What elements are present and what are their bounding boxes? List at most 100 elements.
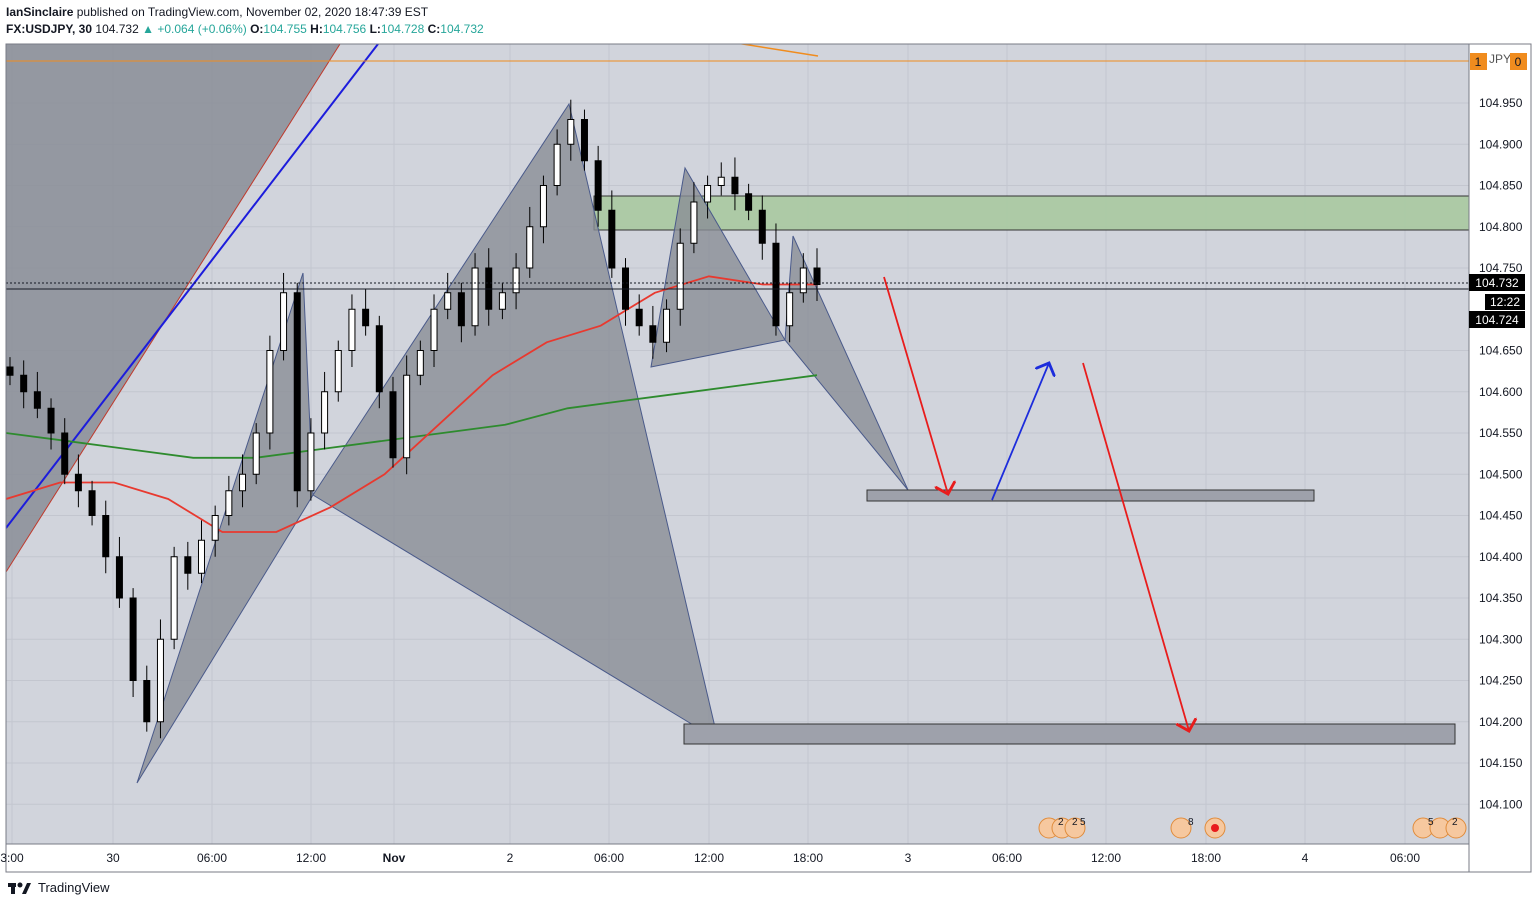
bull-candle[interactable] (567, 119, 575, 145)
bull-candle[interactable] (225, 490, 233, 516)
price-tick-label: 104.600 (1479, 385, 1523, 399)
bear-candle[interactable] (389, 391, 397, 459)
bear-candle[interactable] (813, 267, 821, 285)
supply-zone[interactable] (593, 195, 1469, 231)
time-tick-label: 12:00 (1091, 851, 1121, 865)
bear-candle[interactable] (758, 209, 766, 244)
author-name[interactable]: IanSinclaire (6, 5, 74, 19)
open-label: O: (250, 22, 264, 36)
bull-candle[interactable] (252, 432, 260, 475)
up-arrow[interactable] (991, 363, 1049, 501)
time-axis-ticks: 3:00 30 06:00 12:00 Nov 2 06:00 12:00 18:00 3 06:0… (0, 851, 1420, 865)
time-axis-area[interactable] (5, 843, 1470, 873)
bear-candle[interactable] (375, 325, 383, 393)
bear-candle[interactable] (47, 407, 55, 434)
bear-candle[interactable] (362, 308, 370, 327)
bull-candle[interactable] (512, 267, 520, 294)
pattern-small-2[interactable] (784, 235, 909, 491)
high-value: 104.756 (322, 22, 367, 36)
bear-candle[interactable] (33, 391, 41, 409)
bear-candle[interactable] (88, 490, 96, 516)
chart-canvas[interactable]: 104.950 104.900 104.850 104.800 104.750 104.6… (0, 0, 1536, 880)
tradingview-logo-icon[interactable] (8, 881, 32, 895)
bear-candle[interactable] (74, 473, 82, 492)
bull-candle[interactable] (526, 226, 534, 269)
bear-candle[interactable] (143, 680, 151, 723)
time-tick-label: 18:00 (1191, 851, 1221, 865)
price-axis-area[interactable] (1468, 43, 1532, 873)
bull-candle[interactable] (170, 556, 178, 640)
bear-candle[interactable] (731, 176, 739, 195)
high-label: H: (310, 22, 323, 36)
bull-candle[interactable] (156, 638, 164, 723)
bear-candle[interactable] (772, 242, 780, 327)
bear-candle[interactable] (745, 193, 753, 211)
bull-candle[interactable] (539, 185, 547, 228)
jp-flag-dot-icon (1211, 824, 1219, 832)
time-tick-label: Nov (383, 851, 406, 865)
bull-candle[interactable] (197, 539, 205, 574)
bear-candle[interactable] (649, 325, 657, 343)
bull-candle[interactable] (444, 292, 452, 310)
bull-candle[interactable] (690, 201, 698, 244)
economic-events[interactable]: 2 2 5 8 5 2 (1038, 817, 1467, 839)
bull-candle[interactable] (676, 242, 684, 310)
channel-edge-line[interactable] (6, 44, 341, 573)
symbol-label[interactable]: FX:USDJPY, 30 (6, 22, 93, 36)
us-flag-event-icon[interactable] (1170, 817, 1192, 839)
countdown-tag (1485, 294, 1525, 310)
pattern-small-1[interactable] (650, 166, 786, 368)
bull-candle[interactable] (266, 350, 274, 434)
time-tick-label: 06:00 (1390, 851, 1420, 865)
bull-candle[interactable] (307, 432, 315, 492)
bull-candle[interactable] (211, 515, 219, 541)
bull-candle[interactable] (717, 176, 725, 186)
event-count: 2 (1452, 817, 1458, 828)
target-zone-1[interactable] (866, 489, 1315, 502)
countdown-tag-text: 12:22 (1490, 295, 1520, 309)
bull-candle[interactable] (786, 292, 794, 327)
bull-candle[interactable] (348, 308, 356, 351)
bear-candle[interactable] (102, 515, 110, 558)
candlesticks[interactable] (6, 99, 821, 739)
bear-candle[interactable] (20, 374, 28, 393)
event-count: 2 (1058, 817, 1064, 828)
bear-candle[interactable] (6, 366, 14, 376)
bid-price-tag-text: 104.724 (1475, 313, 1519, 327)
slow-moving-average[interactable] (6, 374, 818, 459)
bear-candle[interactable] (184, 556, 192, 574)
chart-header: IanSinclaire published on TradingView.co… (6, 4, 1006, 38)
us-flag-event-icon[interactable] (1064, 817, 1086, 839)
bull-candle[interactable] (280, 292, 288, 351)
down-arrow-2[interactable] (1082, 362, 1189, 731)
bear-candle[interactable] (594, 160, 602, 211)
bear-candle[interactable] (293, 292, 301, 492)
bear-candle[interactable] (61, 432, 69, 475)
bear-candle[interactable] (608, 209, 616, 269)
bull-candle[interactable] (239, 473, 247, 492)
bull-candle[interactable] (663, 308, 671, 343)
bear-candle[interactable] (457, 292, 465, 327)
bull-candle[interactable] (553, 143, 561, 186)
bear-candle[interactable] (580, 119, 588, 162)
bull-candle[interactable] (799, 267, 807, 294)
bull-candle[interactable] (471, 267, 479, 327)
brand-name[interactable]: TradingView (38, 880, 110, 895)
bull-candle[interactable] (334, 350, 342, 393)
bull-candle[interactable] (416, 350, 424, 376)
currency-label[interactable]: JPY (1489, 52, 1511, 66)
bull-candle[interactable] (403, 374, 411, 459)
bull-candle[interactable] (321, 391, 329, 434)
close-value: 104.732 (440, 22, 484, 36)
publish-text: published on TradingView.com, November 0… (76, 5, 429, 19)
target-zone-2[interactable] (683, 723, 1456, 745)
bear-candle[interactable] (635, 308, 643, 327)
down-arrow-1[interactable] (883, 276, 948, 494)
last-price: 104.732 (95, 22, 139, 36)
bull-candle[interactable] (498, 292, 506, 310)
us-flag-event-icon[interactable] (1445, 817, 1467, 839)
bull-candle[interactable] (430, 308, 438, 351)
bear-candle[interactable] (115, 556, 123, 599)
bull-candle[interactable] (704, 185, 712, 203)
bear-candle[interactable] (129, 597, 137, 681)
